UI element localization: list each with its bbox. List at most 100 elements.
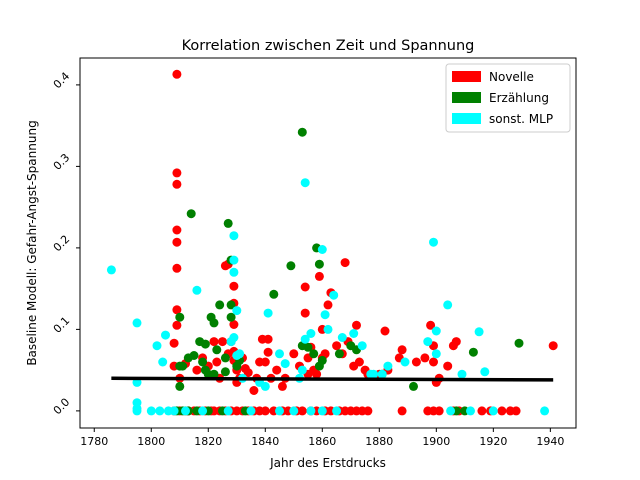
point-series-1-25 [220,353,230,363]
point-series-2-9 [229,231,239,241]
point-series-2-47 [480,367,490,377]
point-series-2-53 [181,406,190,416]
point-series-2-36 [369,369,379,379]
x-tick-label: 1820 [194,435,222,448]
trendline [111,376,554,382]
point-series-1-17 [178,361,188,371]
point-series-2-33 [349,329,359,338]
point-series-0-126 [497,406,507,416]
trendline-group [111,376,554,382]
point-series-0-87 [380,326,390,336]
point-series-2-12 [232,306,242,316]
plot-area-frame [79,57,577,429]
x-tick-label: 1800 [137,435,165,448]
point-series-0-124 [477,406,487,416]
point-series-0-62 [289,349,299,359]
point-series-1-5 [286,261,296,271]
x-tick-label: 1940 [536,435,564,448]
point-series-0-71 [314,271,324,281]
point-series-0-95 [429,357,438,367]
point-series-2-1 [132,318,142,328]
point-series-2-49 [146,406,156,416]
point-series-2-5 [152,341,162,351]
point-series-2-65 [540,406,550,416]
point-series-0-93 [426,320,436,330]
point-series-1-29 [175,381,185,391]
chart-title: Korrelation zwischen Zeit und Spannung [182,38,475,54]
point-series-0-57 [263,347,273,357]
point-series-0-82 [352,320,361,330]
point-series-2-34 [357,341,367,351]
point-series-2-45 [457,369,467,379]
y-axis-ticks: 0.0 0.1 0.2 0.3 0.4 [51,70,80,418]
point-series-2-43 [431,349,441,359]
point-series-2-42 [431,326,441,336]
point-series-1-9 [226,300,236,310]
point-series-2-31 [329,290,339,300]
point-series-2-27 [306,329,316,338]
point-series-1-31 [303,342,313,352]
point-series-2-60 [317,406,327,416]
point-series-0-1 [172,168,182,178]
point-series-0-117 [363,406,373,416]
point-series-0-70 [312,369,322,379]
point-series-1-15 [175,312,185,322]
y-tick-label: 0.2 [51,233,73,255]
legend-swatch-1 [452,92,481,103]
point-series-2-14 [226,337,236,347]
point-series-2-24 [297,365,307,375]
point-series-2-48 [132,406,142,416]
x-tick-label: 1880 [365,435,393,448]
point-series-1-40 [468,347,478,357]
y-tick-label: 0.0 [51,396,73,418]
point-series-2-16 [235,349,245,359]
point-series-2-41 [429,237,438,247]
point-series-0-100 [451,337,461,347]
point-series-0-7 [172,320,182,330]
point-series-2-56 [246,406,256,416]
point-series-1-39 [409,381,418,391]
point-series-2-10 [229,255,239,265]
point-series-2-19 [260,381,270,391]
legend-swatch-0 [452,71,481,82]
point-series-0-121 [434,406,444,416]
point-series-1-26 [220,367,230,377]
point-series-0-4 [172,237,182,247]
point-series-2-39 [400,357,410,367]
point-series-0-50 [243,368,253,378]
point-series-2-44 [443,300,453,310]
point-series-0-33 [212,357,222,367]
point-series-0-0 [172,69,182,79]
point-series-0-118 [397,406,407,416]
point-series-2-7 [161,330,170,340]
point-series-1-24 [209,369,219,379]
y-axis-label: Baseline Modell: Gefahr-Angst-Spannung [25,120,39,365]
point-series-0-98 [443,361,453,371]
y-tick-label: 0.3 [51,151,73,173]
point-series-2-54 [198,406,208,416]
point-series-0-55 [260,357,270,367]
legend-label-2: sonst. MLP [489,112,553,126]
x-tick-label: 1860 [308,435,336,448]
point-series-0-102 [260,406,270,416]
point-series-1-35 [334,349,344,359]
point-series-0-51 [249,386,259,395]
point-series-2-50 [155,406,165,416]
x-tick-label: 1840 [251,435,279,448]
point-series-2-59 [306,406,316,416]
point-series-2-21 [275,349,284,359]
point-series-1-1 [186,209,196,219]
x-axis-ticks: 1780 1800 1820 1840 1860 1880 1900 1920 1940 [80,428,564,448]
point-series-2-20 [263,308,273,318]
point-series-2-58 [289,406,299,416]
point-series-2-64 [488,406,498,416]
point-series-0-92 [420,353,430,363]
point-series-2-52 [169,406,179,416]
y-tick-label: 0.4 [51,70,73,92]
point-series-2-61 [332,406,342,416]
point-series-0-59 [272,365,282,375]
point-series-2-40 [423,337,433,347]
point-series-2-63 [466,406,475,416]
plot-marks [106,69,558,416]
point-series-0-32 [209,337,219,347]
